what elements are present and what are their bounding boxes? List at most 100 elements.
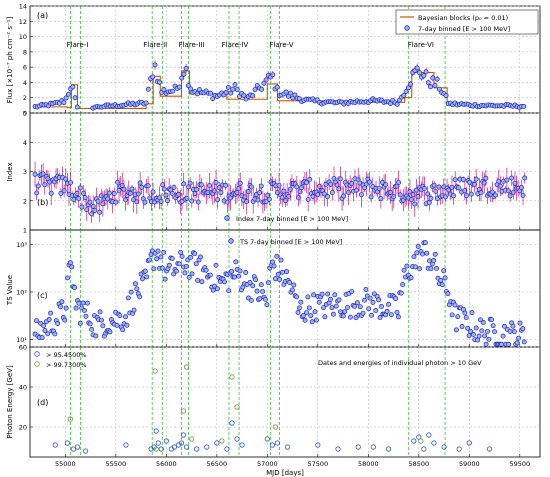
y-tick-label: 10¹ [16, 336, 27, 344]
photon-point-hi [355, 444, 361, 450]
index-point [258, 183, 264, 189]
index-point [106, 190, 112, 196]
ts-point [186, 274, 192, 280]
index-point [100, 201, 106, 207]
ts-point [432, 251, 438, 257]
ts-legend-swatch [228, 238, 234, 244]
photon-point-hi [385, 446, 392, 452]
ts-point [520, 326, 526, 332]
ts-point [489, 317, 495, 323]
ts-point [468, 328, 473, 334]
index-point [522, 175, 528, 181]
photon-point-hi [52, 442, 58, 448]
index-point [216, 185, 222, 191]
ts-point [100, 323, 106, 329]
index-point [483, 175, 489, 181]
ts-point [253, 277, 259, 283]
flux-point [283, 89, 289, 95]
photon-point-hi [153, 428, 159, 434]
photon-point-hi [163, 438, 169, 444]
x-tick-label: 56000 [156, 460, 177, 468]
photon-hi-legend-swatch [34, 351, 40, 357]
ts-point [140, 276, 145, 282]
ts-point [445, 291, 451, 297]
photon-point-hi [269, 442, 275, 448]
ts-point [393, 296, 399, 301]
index-point [35, 183, 41, 189]
panel-a-label: (a) [37, 11, 48, 20]
flux-point [170, 88, 176, 94]
ts-point [395, 314, 401, 320]
x-tick-label: 57500 [307, 460, 328, 468]
ts-point [362, 297, 367, 303]
ts-point [99, 317, 104, 323]
ts-point [417, 266, 423, 272]
panel-b-flare-lines [69, 113, 446, 230]
ts-point [171, 271, 177, 277]
panel-b-grid [30, 112, 540, 231]
index-point [163, 192, 169, 198]
index-point [176, 191, 182, 197]
y-tick-label: 14 [19, 3, 27, 11]
index-point [512, 180, 518, 186]
ts-point [173, 268, 179, 274]
index-point [129, 186, 135, 192]
index-point [113, 199, 119, 205]
index-point [199, 182, 204, 188]
ts-point [275, 271, 281, 277]
flux-point [250, 93, 256, 99]
panel-a-flare-lines [69, 6, 446, 113]
x-axis-ticks: 55000 55500 56000 56500 57000 57500 58000 58500… [55, 460, 530, 468]
index-point [321, 191, 327, 197]
index-point [116, 187, 122, 193]
ts-point [328, 296, 333, 302]
flux-point [63, 95, 69, 101]
ts-point [178, 249, 184, 255]
ts-point [473, 325, 479, 331]
index-point [396, 179, 402, 185]
index-point [150, 189, 156, 195]
index-point [32, 171, 38, 177]
flux-point [188, 86, 194, 92]
x-axis-label: MJD [days] [266, 469, 304, 477]
ts-point [169, 256, 175, 261]
ts-point [516, 335, 522, 341]
index-point [76, 195, 82, 201]
photon-point-hi [486, 446, 493, 452]
ts-point [469, 310, 475, 316]
ts-point [46, 317, 52, 322]
index-point [299, 185, 305, 191]
y-tick-label: 10³ [16, 241, 27, 249]
ts-point [62, 317, 68, 323]
ts-point [517, 320, 523, 326]
ts-point [476, 333, 482, 339]
index-point [349, 181, 355, 186]
flux-point [432, 82, 438, 88]
ts-point [295, 310, 301, 315]
index-point [142, 199, 148, 205]
flux-point [408, 81, 413, 87]
index-point [368, 194, 374, 200]
x-tick-label: 59000 [459, 460, 480, 468]
ts-point [490, 323, 496, 329]
flux-point [521, 103, 527, 109]
panel-b: 1 2 3 4 5 (b) Index Index 7-day binned [E > … [6, 110, 541, 235]
panel-d-legend: > 95.4500% > 99.7300% [34, 351, 87, 369]
index-point [286, 193, 292, 199]
ts-point [466, 333, 472, 339]
index-point [329, 190, 335, 196]
ts-point [377, 315, 383, 321]
ts-point [499, 341, 505, 347]
ts-point [274, 253, 280, 259]
index-point [58, 190, 64, 196]
index-point [139, 184, 145, 190]
index-point [87, 199, 93, 205]
ts-point [237, 268, 243, 274]
ts-point [321, 305, 326, 311]
flux-point [194, 91, 200, 97]
ts-point [137, 294, 143, 300]
flux-point [428, 84, 433, 90]
ts-point [48, 310, 54, 316]
photon-point-hi [178, 440, 185, 446]
